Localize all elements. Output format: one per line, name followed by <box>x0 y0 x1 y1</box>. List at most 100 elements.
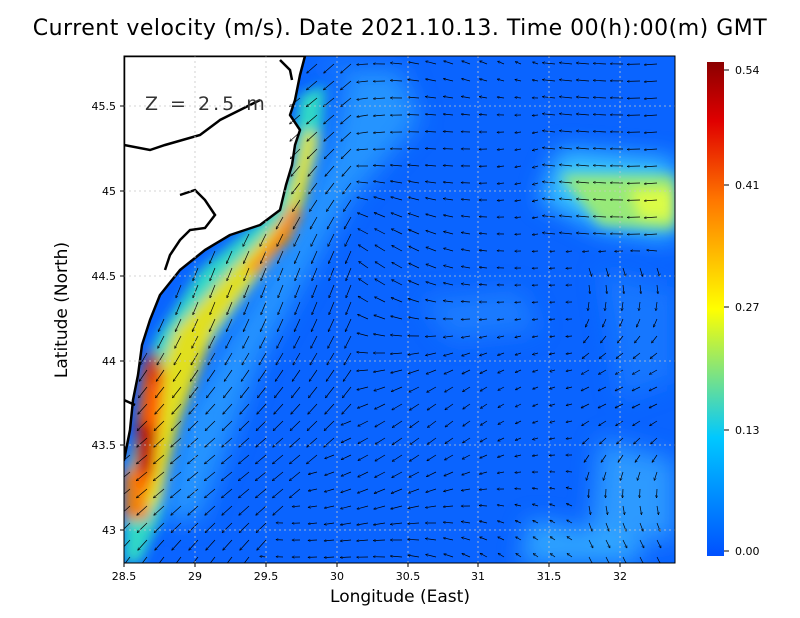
velocity-arrow <box>461 232 471 235</box>
velocity-arrow <box>240 403 250 414</box>
velocity-arrow <box>274 403 284 414</box>
velocity-arrow <box>374 315 386 320</box>
velocity-arrow <box>644 149 658 150</box>
velocity-arrow <box>516 553 522 558</box>
velocity-arrow <box>324 63 335 73</box>
velocity-arrow <box>224 369 233 382</box>
velocity-arrow <box>222 522 233 533</box>
velocity-arrow <box>188 505 199 515</box>
velocity-arrow <box>598 420 607 427</box>
velocity-arrow <box>656 505 659 515</box>
velocity-arrow <box>357 488 369 493</box>
velocity-arrow <box>549 488 556 489</box>
velocity-arrow <box>445 420 454 427</box>
y-tick-label: 45 <box>102 185 116 198</box>
velocity-arrow <box>308 471 318 474</box>
velocity-arrow <box>462 437 471 444</box>
velocity-arrow <box>136 488 148 498</box>
velocity-arrow <box>392 244 403 252</box>
velocity-vectors <box>124 61 662 563</box>
velocity-arrow <box>309 352 318 365</box>
velocity-arrow <box>644 234 658 235</box>
colorbar-ticks <box>724 69 729 552</box>
velocity-arrow <box>390 63 403 64</box>
velocity-arrow <box>358 437 369 445</box>
velocity-arrow <box>605 505 608 515</box>
velocity-arrow <box>244 301 250 315</box>
velocity-arrow <box>340 114 352 124</box>
velocity-arrow <box>497 149 505 150</box>
velocity-arrow <box>462 471 471 475</box>
velocity-arrow <box>532 132 539 133</box>
velocity-arrow <box>373 98 386 99</box>
velocity-arrow <box>461 199 471 200</box>
velocity-field <box>124 56 675 563</box>
velocity-arrow <box>138 386 148 398</box>
velocity-arrow <box>240 386 250 398</box>
velocity-arrow <box>443 265 454 269</box>
velocity-arrow <box>225 335 233 349</box>
velocity-arrow <box>532 438 539 440</box>
velocity-arrow <box>649 403 658 409</box>
velocity-arrow <box>634 335 641 343</box>
velocity-arrow <box>497 472 505 473</box>
velocity-arrow <box>409 454 420 462</box>
velocity-arrow <box>515 80 522 82</box>
velocity-arrow <box>480 552 488 558</box>
velocity-arrow <box>656 556 661 563</box>
velocity-arrow <box>226 318 233 332</box>
velocity-arrow <box>256 522 267 533</box>
velocity-arrow <box>260 318 267 332</box>
velocity-arrow <box>532 217 539 218</box>
velocity-arrow <box>259 233 267 247</box>
velocity-arrow <box>375 454 386 462</box>
velocity-arrow <box>443 283 454 286</box>
velocity-arrow <box>408 505 420 508</box>
velocity-arrow <box>290 148 301 159</box>
velocity-arrow <box>532 234 539 235</box>
velocity-arrow <box>137 437 148 447</box>
velocity-arrow <box>189 403 199 414</box>
velocity-arrow <box>479 233 488 234</box>
velocity-arrow <box>173 352 182 365</box>
velocity-arrow <box>158 318 165 332</box>
velocity-arrow <box>308 386 318 398</box>
velocity-arrow <box>341 148 352 159</box>
velocity-arrow <box>391 279 403 286</box>
colorbar-tick-label: 0.13 <box>735 424 760 437</box>
velocity-arrow <box>588 267 592 277</box>
velocity-arrow <box>307 148 318 159</box>
velocity-arrow <box>615 386 624 392</box>
velocity-arrow <box>479 79 488 82</box>
velocity-arrow <box>619 318 624 327</box>
velocity-arrow <box>542 199 556 200</box>
velocity-arrow <box>605 522 609 531</box>
velocity-arrow <box>615 369 624 375</box>
velocity-arrow <box>616 352 624 359</box>
velocity-arrow <box>204 454 216 464</box>
x-tick-label: 32 <box>613 570 627 583</box>
velocity-arrow <box>644 200 658 201</box>
velocity-arrow <box>239 420 250 431</box>
velocity-arrow <box>480 537 488 541</box>
velocity-arrow <box>221 454 233 464</box>
velocity-arrow <box>356 352 369 353</box>
velocity-arrow <box>515 217 522 218</box>
velocity-arrow <box>261 267 267 281</box>
velocity-arrow <box>292 216 301 229</box>
velocity-arrow <box>479 319 488 320</box>
velocity-arrow <box>532 251 539 252</box>
velocity-arrow <box>615 403 624 409</box>
velocity-arrow <box>172 539 182 550</box>
velocity-arrow <box>356 540 369 541</box>
velocity-arrow <box>588 505 591 515</box>
velocity-arrow <box>407 149 420 150</box>
velocity-arrow <box>443 165 454 166</box>
velocity-arrow <box>408 488 420 493</box>
velocity-arrow <box>640 488 641 498</box>
velocity-arrow <box>343 352 352 365</box>
velocity-arrow <box>576 216 590 217</box>
velocity-arrow <box>617 454 624 463</box>
velocity-arrow <box>622 301 623 311</box>
land-mass <box>124 56 307 462</box>
